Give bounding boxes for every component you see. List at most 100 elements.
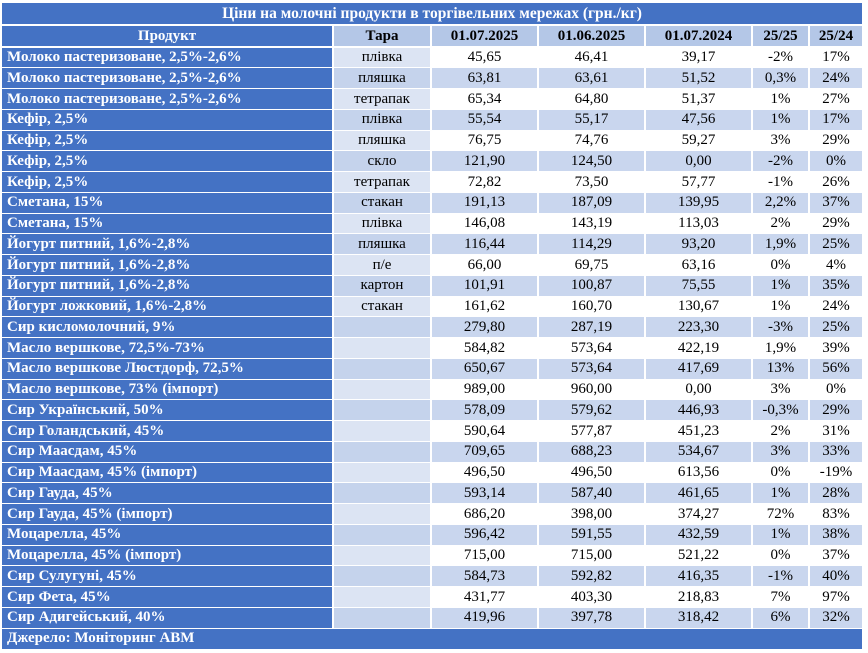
product-cell: Кефір, 2,5% <box>2 109 334 131</box>
table-row: Сметана, 15% плівка 146,08 143,19 113,03 2% 29… <box>2 213 865 235</box>
price-2025-07-cell: 584,82 <box>431 337 539 359</box>
price-2025-06-cell: 73,50 <box>538 171 646 193</box>
change-yoy-cell: 56% <box>809 358 865 380</box>
product-cell: Молоко пастеризоване, 2,5%-2,6% <box>2 47 334 69</box>
price-2024-07-cell: 93,20 <box>645 233 753 255</box>
price-2024-07-cell: 63,16 <box>645 254 753 276</box>
tara-cell <box>333 462 432 484</box>
price-2025-07-cell: 63,81 <box>431 67 539 89</box>
price-2025-07-cell: 55,54 <box>431 109 539 131</box>
price-2025-07-cell: 279,80 <box>431 316 539 338</box>
column-header-product: Продукт <box>2 25 334 48</box>
product-cell: Йогурт питний, 1,6%-2,8% <box>2 254 334 276</box>
change-yoy-cell: 40% <box>809 565 865 587</box>
change-yoy-cell: 97% <box>809 586 865 608</box>
price-2025-06-cell: 591,55 <box>538 524 646 546</box>
price-2025-07-cell: 715,00 <box>431 545 539 567</box>
product-cell: Йогурт питний, 1,6%-2,8% <box>2 275 334 297</box>
column-header-date-2025-06: 01.06.2025 <box>538 25 646 48</box>
product-cell: Кефір, 2,5% <box>2 150 334 172</box>
price-2025-07-cell: 596,42 <box>431 524 539 546</box>
change-yoy-cell: 32% <box>809 607 865 629</box>
column-header-change-yoy: 25/24 <box>809 25 865 48</box>
tara-cell: плівка <box>333 109 432 131</box>
price-2025-06-cell: 143,19 <box>538 213 646 235</box>
table-row: Кефір, 2,5% тетрапак 72,82 73,50 57,77 -1% 26% <box>2 171 865 193</box>
table-row: Молоко пастеризоване, 2,5%-2,6% пляшка 63,… <box>2 67 865 89</box>
price-2025-07-cell: 101,91 <box>431 275 539 297</box>
product-cell: Масло вершкове, 72,5%-73% <box>2 337 334 359</box>
tara-cell: стакан <box>333 192 432 214</box>
price-2025-06-cell: 187,09 <box>538 192 646 214</box>
price-2025-06-cell: 579,62 <box>538 399 646 421</box>
price-2025-07-cell: 72,82 <box>431 171 539 193</box>
page-title: Ціни на молочні продукти в торгівельних … <box>2 3 865 26</box>
product-cell: Сир Сулугуні, 45% <box>2 565 334 587</box>
table-row: Масло вершкове Люстдорф, 72,5% 650,67 573,… <box>2 358 865 380</box>
change-yoy-cell: 29% <box>809 130 865 152</box>
table-row: Кефір, 2,5% пляшка 76,75 74,76 59,27 3% 29% <box>2 130 865 152</box>
price-2024-07-cell: 75,55 <box>645 275 753 297</box>
price-2025-06-cell: 715,00 <box>538 545 646 567</box>
change-yoy-cell: 17% <box>809 109 865 131</box>
price-2024-07-cell: 461,65 <box>645 482 753 504</box>
tara-cell: скло <box>333 150 432 172</box>
change-mom-cell: 0% <box>752 462 810 484</box>
price-2025-07-cell: 709,65 <box>431 441 539 463</box>
tara-cell <box>333 503 432 525</box>
column-header-change-mom: 25/25 <box>752 25 810 48</box>
table-row: Молоко пастеризоване, 2,5%-2,6% тетрапак 6… <box>2 88 865 110</box>
table-row: Сметана, 15% стакан 191,13 187,09 139,95 2,2%… <box>2 192 865 214</box>
table-row: Сир Гауда, 45% 593,14 587,40 461,65 1% 28% <box>2 482 865 504</box>
table-row: Сир кисломолочний, 9% 279,80 287,19 223,30-… <box>2 316 865 338</box>
price-2025-06-cell: 46,41 <box>538 47 646 69</box>
price-2025-07-cell: 431,77 <box>431 586 539 608</box>
price-2025-06-cell: 397,78 <box>538 607 646 629</box>
price-2025-07-cell: 650,67 <box>431 358 539 380</box>
price-2025-06-cell: 496,50 <box>538 462 646 484</box>
change-mom-cell: 1% <box>752 482 810 504</box>
product-cell: Сир Український, 50% <box>2 399 334 421</box>
tara-cell <box>333 399 432 421</box>
product-cell: Масло вершкове, 73% (імпорт) <box>2 379 334 401</box>
product-cell: Сир Фета, 45% <box>2 586 334 608</box>
price-table: Ціни на молочні продукти в торгівельних … <box>2 3 865 650</box>
table-row: Сир Адигейський, 40% 419,96 397,78 318,42 6%… <box>2 607 865 629</box>
price-2025-06-cell: 64,80 <box>538 88 646 110</box>
price-2025-07-cell: 45,65 <box>431 47 539 69</box>
product-cell: Сир Гауда, 45% (імпорт) <box>2 503 334 525</box>
change-mom-cell: 13% <box>752 358 810 380</box>
change-yoy-cell: 33% <box>809 441 865 463</box>
column-header-tara: Тара <box>333 25 432 48</box>
price-2025-06-cell: 592,82 <box>538 565 646 587</box>
tara-cell <box>333 316 432 338</box>
price-2025-06-cell: 688,23 <box>538 441 646 463</box>
change-yoy-cell: 0% <box>809 150 865 172</box>
price-2025-07-cell: 686,20 <box>431 503 539 525</box>
price-2025-06-cell: 573,64 <box>538 337 646 359</box>
tara-cell <box>333 607 432 629</box>
table-row: Сир Український, 50% 578,09 579,62 446,93 -0… <box>2 399 865 421</box>
price-2025-07-cell: 989,00 <box>431 379 539 401</box>
price-2025-07-cell: 66,00 <box>431 254 539 276</box>
change-mom-cell: 3% <box>752 130 810 152</box>
change-yoy-cell: 83% <box>809 503 865 525</box>
price-2025-06-cell: 587,40 <box>538 482 646 504</box>
table-row: Йогурт питний, 1,6%-2,8% картон 101,91 100,… <box>2 275 865 297</box>
tara-cell: плівка <box>333 47 432 69</box>
price-2025-07-cell: 65,34 <box>431 88 539 110</box>
table-row: Сир Гауда, 45% (імпорт) 686,20 398,00 374,2… <box>2 503 865 525</box>
product-cell: Сир Маасдам, 45% (імпорт) <box>2 462 334 484</box>
price-2024-07-cell: 446,93 <box>645 399 753 421</box>
price-2024-07-cell: 0,00 <box>645 150 753 172</box>
price-2025-06-cell: 114,29 <box>538 233 646 255</box>
price-2025-06-cell: 160,70 <box>538 296 646 318</box>
tara-cell <box>333 586 432 608</box>
price-2024-07-cell: 39,17 <box>645 47 753 69</box>
change-mom-cell: -3% <box>752 316 810 338</box>
product-cell: Сир Маасдам, 45% <box>2 441 334 463</box>
price-2025-07-cell: 584,73 <box>431 565 539 587</box>
change-yoy-cell: 37% <box>809 545 865 567</box>
price-2025-07-cell: 578,09 <box>431 399 539 421</box>
tara-cell: пляшка <box>333 233 432 255</box>
